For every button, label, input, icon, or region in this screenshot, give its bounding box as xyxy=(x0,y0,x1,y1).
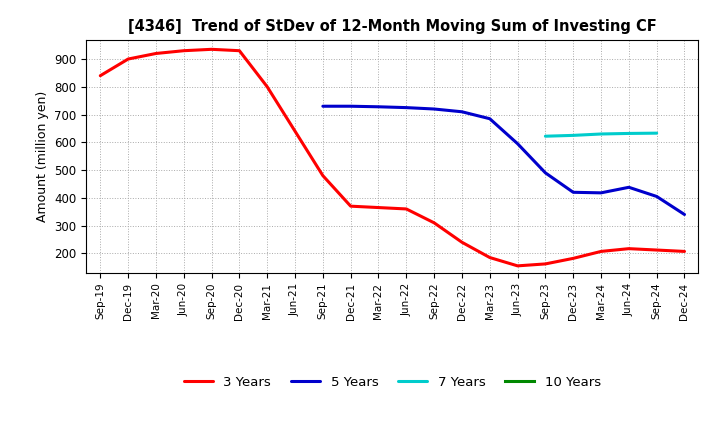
5 Years xyxy=(597,190,606,195)
5 Years xyxy=(485,116,494,121)
3 Years xyxy=(96,73,104,78)
3 Years xyxy=(624,246,633,251)
3 Years xyxy=(291,128,300,134)
3 Years xyxy=(124,56,132,62)
3 Years xyxy=(541,261,550,267)
5 Years xyxy=(402,105,410,110)
3 Years xyxy=(346,204,355,209)
7 Years xyxy=(624,131,633,136)
5 Years xyxy=(374,104,383,110)
5 Years xyxy=(318,103,327,109)
3 Years xyxy=(458,240,467,245)
3 Years xyxy=(318,173,327,178)
5 Years xyxy=(624,185,633,190)
3 Years xyxy=(652,247,661,253)
7 Years xyxy=(652,131,661,136)
3 Years xyxy=(235,48,243,53)
7 Years xyxy=(569,133,577,138)
Line: 7 Years: 7 Years xyxy=(546,133,657,136)
3 Years xyxy=(374,205,383,210)
3 Years xyxy=(597,249,606,254)
7 Years xyxy=(597,132,606,137)
5 Years xyxy=(680,212,689,217)
7 Years xyxy=(541,134,550,139)
3 Years xyxy=(179,48,188,53)
Y-axis label: Amount (million yen): Amount (million yen) xyxy=(36,91,49,222)
3 Years xyxy=(513,263,522,268)
3 Years xyxy=(263,84,271,89)
5 Years xyxy=(513,141,522,147)
Line: 5 Years: 5 Years xyxy=(323,106,685,214)
3 Years xyxy=(569,256,577,261)
5 Years xyxy=(346,103,355,109)
5 Years xyxy=(652,194,661,199)
Line: 3 Years: 3 Years xyxy=(100,49,685,266)
5 Years xyxy=(569,190,577,195)
3 Years xyxy=(430,220,438,225)
3 Years xyxy=(402,206,410,212)
5 Years xyxy=(430,106,438,112)
Legend: 3 Years, 5 Years, 7 Years, 10 Years: 3 Years, 5 Years, 7 Years, 10 Years xyxy=(179,371,606,394)
5 Years xyxy=(541,170,550,176)
5 Years xyxy=(458,109,467,114)
3 Years xyxy=(207,47,216,52)
3 Years xyxy=(485,255,494,260)
3 Years xyxy=(152,51,161,56)
3 Years xyxy=(680,249,689,254)
Title: [4346]  Trend of StDev of 12-Month Moving Sum of Investing CF: [4346] Trend of StDev of 12-Month Moving… xyxy=(128,19,657,34)
